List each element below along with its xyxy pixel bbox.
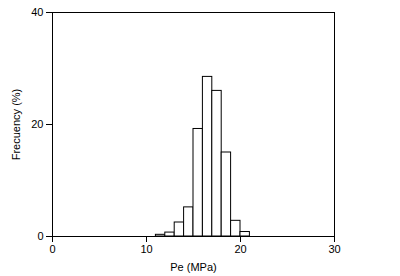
svg-text:10: 10 bbox=[140, 243, 152, 255]
svg-text:0: 0 bbox=[49, 243, 55, 255]
svg-text:20: 20 bbox=[31, 118, 43, 130]
svg-text:Frecuency (%): Frecuency (%) bbox=[10, 89, 22, 161]
svg-text:40: 40 bbox=[31, 6, 43, 18]
svg-text:20: 20 bbox=[234, 243, 246, 255]
svg-text:0: 0 bbox=[37, 230, 43, 242]
svg-text:30: 30 bbox=[328, 243, 340, 255]
svg-text:Pe (MPa): Pe (MPa) bbox=[170, 261, 216, 273]
